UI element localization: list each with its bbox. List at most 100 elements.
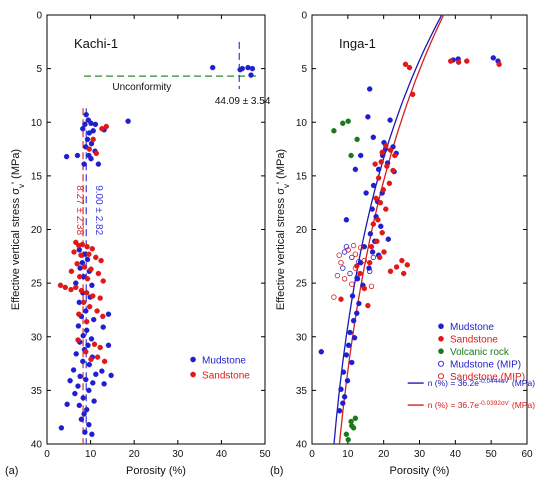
y-axis-label: Effective vertical stress σv' (MPa) bbox=[10, 149, 26, 310]
x-tick-label: 20 bbox=[129, 449, 141, 460]
x-tick-label: 30 bbox=[172, 449, 184, 460]
data-point bbox=[365, 114, 371, 120]
legend-marker bbox=[437, 360, 445, 367]
data-point bbox=[390, 167, 396, 174]
y-tick-label: 10 bbox=[31, 118, 43, 129]
data-point bbox=[331, 128, 337, 134]
y-tick-label: 25 bbox=[31, 279, 43, 290]
data-point bbox=[374, 238, 380, 245]
fit-curve bbox=[338, 14, 445, 445]
data-point bbox=[349, 423, 355, 429]
data-point bbox=[91, 341, 98, 347]
y-tick-label: 25 bbox=[296, 279, 308, 290]
data-point bbox=[352, 265, 359, 271]
data-point bbox=[86, 361, 93, 368]
data-point bbox=[91, 398, 97, 404]
y-tick-label: 15 bbox=[31, 171, 43, 182]
y-tick-label: 30 bbox=[31, 332, 43, 343]
data-point bbox=[83, 308, 89, 314]
data-point bbox=[88, 356, 94, 362]
data-point bbox=[83, 349, 89, 355]
x-tick-label: 50 bbox=[486, 449, 498, 460]
x-axis-label: Porosity (%) bbox=[126, 465, 186, 477]
data-point bbox=[62, 284, 69, 291]
data-point bbox=[392, 152, 398, 159]
data-point bbox=[351, 335, 358, 341]
data-point bbox=[83, 319, 90, 325]
data-point bbox=[399, 257, 405, 264]
y-tick-label: 15 bbox=[296, 171, 308, 182]
data-point bbox=[84, 276, 91, 282]
data-point bbox=[82, 429, 88, 435]
data-point bbox=[358, 152, 364, 159]
data-point bbox=[83, 111, 89, 118]
data-point bbox=[78, 287, 85, 294]
data-point bbox=[90, 380, 96, 386]
legend-label: Sandstone bbox=[202, 370, 250, 381]
data-point bbox=[90, 128, 96, 134]
data-point bbox=[387, 268, 394, 274]
data-point bbox=[464, 58, 470, 64]
data-point bbox=[349, 254, 355, 261]
data-point bbox=[93, 254, 99, 261]
x-tick-label: 50 bbox=[259, 449, 271, 460]
data-point bbox=[57, 282, 64, 288]
data-point bbox=[375, 217, 381, 223]
y-tick-label: 40 bbox=[296, 440, 308, 451]
data-point bbox=[93, 150, 100, 157]
legend-label: Sandstone (MIP) bbox=[450, 372, 525, 383]
data-point bbox=[92, 121, 99, 128]
data-point bbox=[86, 251, 92, 257]
data-point bbox=[89, 282, 95, 288]
data-point bbox=[365, 302, 371, 309]
data-point bbox=[496, 61, 502, 68]
data-point bbox=[375, 175, 382, 181]
y-axis-label-sub: v bbox=[282, 184, 291, 188]
data-point bbox=[348, 152, 354, 159]
axis-ticks: 0 10 20 30 40 50 0 5 10 15 20 25 30 35 40 bbox=[31, 11, 271, 461]
legend-label: Mudstone bbox=[450, 322, 494, 333]
data-point bbox=[105, 342, 112, 348]
data-point bbox=[80, 125, 86, 132]
data-point bbox=[99, 125, 105, 132]
data-point bbox=[401, 270, 407, 277]
data-point bbox=[354, 310, 360, 316]
data-point bbox=[352, 415, 359, 421]
data-point bbox=[95, 161, 102, 167]
chart-title: Inga-1 bbox=[339, 36, 376, 51]
data-point bbox=[73, 284, 79, 291]
data-point bbox=[375, 166, 382, 173]
data-point bbox=[78, 416, 85, 422]
data-point bbox=[338, 296, 344, 302]
fit-label-base: n (%) = 36.2e bbox=[428, 378, 480, 388]
data-point bbox=[99, 368, 105, 374]
data-point bbox=[369, 249, 376, 255]
legend-label: Mudstone bbox=[202, 355, 246, 366]
data-point bbox=[361, 285, 367, 292]
mudstone-mean-label: 9.00 ± 2.82 bbox=[93, 185, 104, 235]
data-point bbox=[63, 153, 70, 160]
x-tick-label: 30 bbox=[414, 449, 426, 460]
chart-title: Kachi-1 bbox=[74, 36, 118, 51]
y-axis-label-sub: v bbox=[17, 184, 26, 188]
data-point bbox=[81, 264, 88, 270]
data-point bbox=[95, 270, 102, 277]
data-point bbox=[347, 329, 353, 336]
y-tick-label: 35 bbox=[31, 386, 43, 397]
data-point bbox=[386, 180, 393, 187]
y-tick-label: 20 bbox=[296, 225, 308, 236]
legend-marker bbox=[190, 371, 196, 378]
data-point bbox=[361, 257, 367, 264]
data-point bbox=[86, 304, 93, 310]
x-tick-label: 10 bbox=[85, 449, 97, 460]
data-point bbox=[70, 367, 77, 373]
data-point bbox=[97, 295, 103, 301]
data-point bbox=[249, 65, 256, 72]
data-point bbox=[367, 260, 373, 266]
legend-marker bbox=[438, 323, 444, 330]
y-tick-label: 40 bbox=[31, 440, 43, 451]
data-point bbox=[370, 221, 376, 227]
data-point bbox=[404, 262, 410, 268]
